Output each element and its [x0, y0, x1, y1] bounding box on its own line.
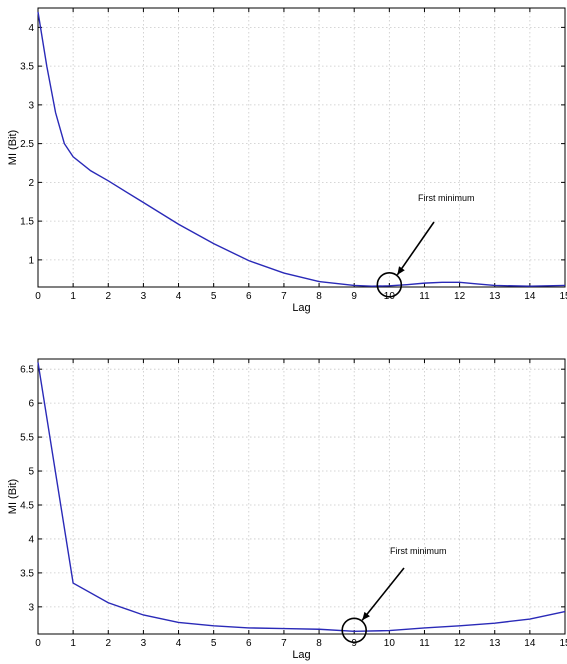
x-tick-label: 0 — [35, 291, 41, 302]
x-tick-label: 4 — [176, 291, 182, 302]
series-line-1 — [37, 11, 566, 287]
x-tick-label: 9 — [351, 638, 357, 649]
x-tick-label: 3 — [141, 638, 147, 649]
x-tick-label: 3 — [141, 291, 147, 302]
x-tick-label: 15 — [559, 291, 567, 302]
x-tick-label: 7 — [281, 638, 287, 649]
x-tick-label: 5 — [211, 638, 217, 649]
x-tick-label: 14 — [524, 638, 536, 649]
y-tick-label: 5.5 — [20, 433, 34, 444]
y-tick-label: 4.5 — [20, 500, 34, 511]
y-tick-label: 4 — [28, 23, 34, 34]
x-tick-label: 5 — [211, 291, 217, 302]
x-tick-label: 8 — [316, 291, 322, 302]
minimum-circle — [376, 272, 403, 298]
x-tick-label: 9 — [351, 291, 357, 302]
x-tick-label: 7 — [281, 291, 287, 302]
x-tick-label: 2 — [105, 291, 111, 302]
plot-frame — [37, 358, 566, 635]
annotation-text: First minimum — [390, 546, 447, 556]
y-tick-label: 2 — [28, 178, 34, 189]
y-tick-label: 1.5 — [20, 217, 34, 228]
x-tick-label: 0 — [35, 638, 41, 649]
y-axis-label: MI (Bit) — [7, 479, 19, 514]
x-tick-label: 2 — [105, 638, 111, 649]
annotation-arrow-shaft — [361, 567, 405, 621]
x-tick-label: 4 — [176, 638, 182, 649]
x-tick-label: 13 — [489, 638, 501, 649]
annotation-arrow-shaft — [396, 221, 435, 276]
y-tick-label: 4 — [28, 534, 34, 545]
chart-1: 012345678910111213141511.522.533.54LagMI… — [7, 7, 567, 314]
y-tick-label: 6 — [28, 399, 34, 410]
x-tick-label: 8 — [316, 638, 322, 649]
y-axis-label: MI (Bit) — [7, 130, 19, 165]
y-tick-label: 3.5 — [20, 568, 34, 579]
x-axis-label: Lag — [292, 649, 310, 661]
y-tick-label: 3.5 — [20, 62, 34, 73]
x-tick-label: 12 — [454, 291, 466, 302]
y-tick-label: 3 — [28, 100, 34, 111]
annotation-arrow-head — [397, 266, 405, 275]
x-tick-label: 6 — [246, 291, 252, 302]
x-axis-label: Lag — [292, 302, 310, 314]
x-tick-label: 1 — [70, 638, 76, 649]
x-tick-label: 1 — [70, 291, 76, 302]
plot-frame — [37, 7, 566, 288]
minimum-circle — [341, 617, 368, 644]
annotation-arrow-head — [362, 611, 370, 621]
x-tick-label: 14 — [524, 291, 536, 302]
x-tick-label: 15 — [559, 638, 567, 649]
y-tick-label: 2.5 — [20, 139, 34, 150]
y-tick-label: 3 — [28, 602, 34, 613]
x-tick-label: 11 — [419, 638, 430, 649]
chart-2: 012345678910111213141533.544.555.566.5La… — [7, 358, 567, 661]
x-tick-label: 6 — [246, 638, 252, 649]
x-tick-label: 11 — [419, 291, 430, 302]
x-tick-label: 10 — [384, 638, 396, 649]
y-tick-label: 6.5 — [20, 365, 34, 376]
y-tick-label: 5 — [28, 467, 34, 478]
y-tick-label: 1 — [28, 255, 34, 266]
x-tick-label: 12 — [454, 638, 466, 649]
series-line-1 — [37, 362, 566, 632]
annotation-text: First minimum — [418, 193, 475, 203]
x-tick-label: 13 — [489, 291, 501, 302]
